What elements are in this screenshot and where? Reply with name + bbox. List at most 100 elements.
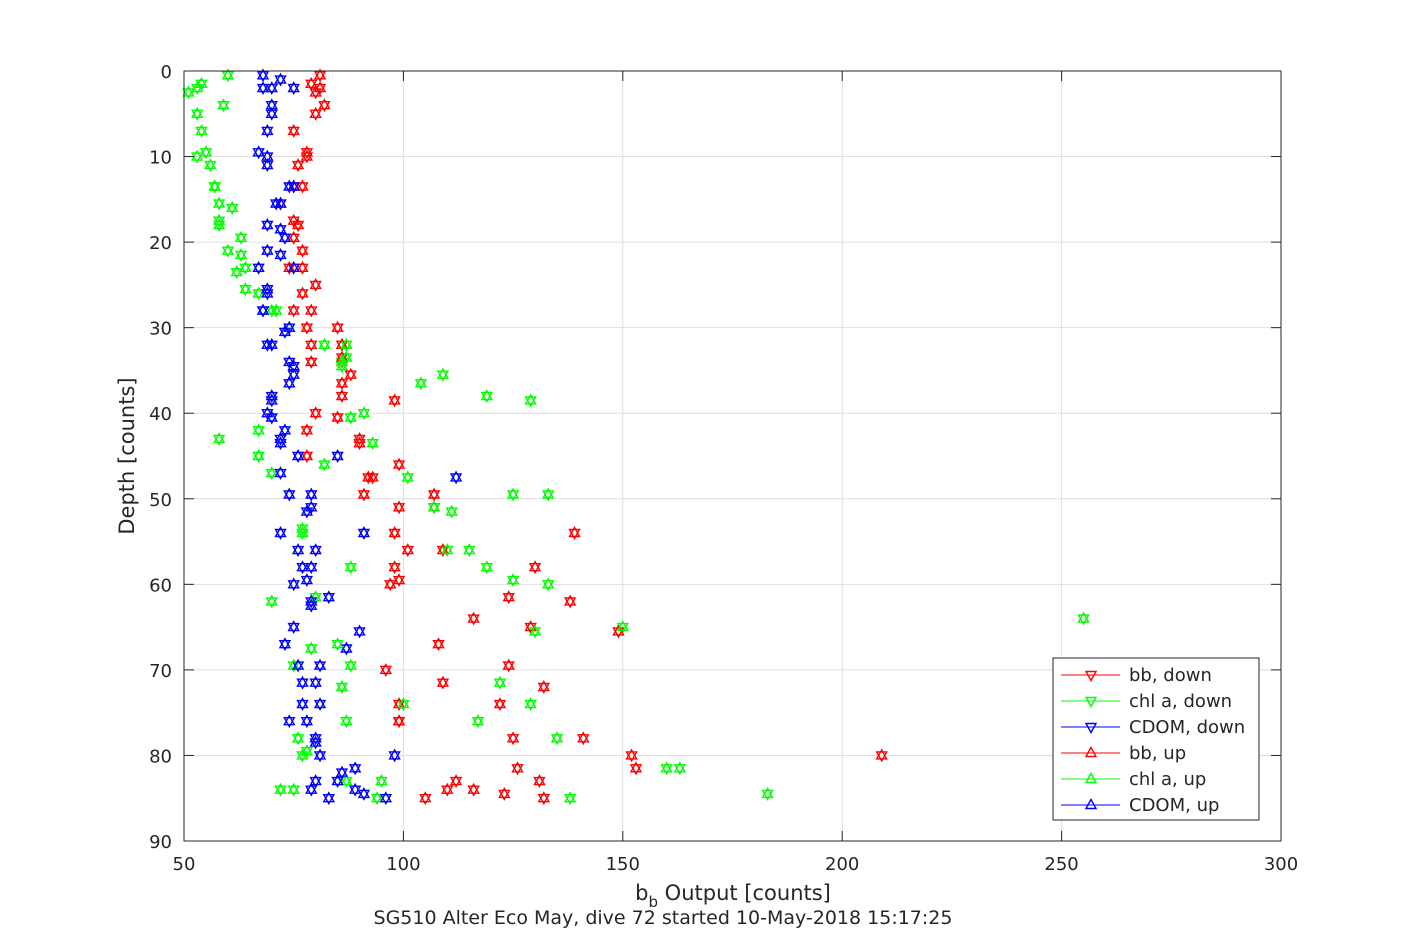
marker-cdom-down: [261, 152, 274, 164]
marker-cdom-up: [256, 81, 270, 93]
marker-bb-up: [436, 675, 450, 687]
marker-chl-a-down: [226, 203, 239, 215]
marker-cdom-up: [265, 393, 278, 405]
marker-cdom-up: [331, 449, 344, 461]
marker-chl-a-down: [269, 306, 283, 318]
marker-chl-a-down: [340, 340, 353, 352]
marker-cdom-up: [287, 620, 300, 632]
marker-cdom-up: [256, 303, 270, 315]
marker-cdom-down: [388, 751, 401, 763]
marker-chl-a-down: [524, 699, 537, 712]
marker-cdom-up: [261, 243, 274, 255]
marker-bb-down: [287, 233, 300, 245]
marker-bb-up: [432, 637, 445, 649]
marker-chl-a-up: [300, 744, 314, 756]
marker-chl-a-down: [370, 794, 384, 806]
marker-bb-down: [577, 734, 590, 746]
marker-chl-a-down: [436, 370, 450, 382]
marker-cdom-down: [278, 233, 292, 245]
marker-cdom-down: [353, 627, 366, 639]
marker-chl-a-up: [190, 106, 204, 118]
marker-bb-down: [300, 323, 314, 335]
marker-chl-a-down: [287, 785, 300, 797]
marker-chl-a-down: [331, 640, 344, 652]
marker-chl-a-down: [357, 409, 371, 421]
y-tick-label: 30: [149, 319, 172, 340]
marker-chl-a-up: [195, 76, 208, 89]
marker-bb-down: [467, 614, 480, 626]
marker-cdom-down: [265, 109, 278, 121]
marker-cdom-up: [335, 765, 349, 777]
x-tick-label: 100: [386, 854, 420, 875]
marker-cdom-up: [296, 560, 309, 572]
marker-bb-up: [563, 594, 577, 606]
marker-cdom-down: [348, 785, 362, 797]
marker-chl-a-up: [269, 303, 283, 315]
marker-cdom-up: [300, 504, 314, 516]
marker-chl-a-down: [265, 468, 278, 481]
marker-bb-down: [331, 413, 344, 425]
marker-cdom-up: [283, 320, 296, 332]
marker-chl-a-up: [265, 594, 278, 606]
marker-cdom-up: [252, 260, 265, 272]
marker-bb-up: [427, 487, 441, 499]
marker-bb-up: [305, 354, 318, 367]
marker-cdom-down: [261, 246, 274, 258]
marker-bb-up: [331, 320, 344, 332]
marker-chl-a-down: [234, 233, 248, 245]
marker-cdom-down: [274, 468, 287, 481]
marker-bb-up: [498, 787, 511, 799]
y-tick-label: 70: [149, 661, 172, 682]
x-tick-label: 300: [1264, 854, 1298, 875]
marker-chl-a-down: [506, 490, 520, 502]
marker-cdom-up: [252, 145, 265, 157]
marker-cdom-up: [348, 782, 362, 794]
marker-cdom-up: [305, 560, 318, 572]
marker-chl-a-up: [366, 436, 379, 448]
marker-cdom-down: [357, 528, 371, 540]
marker-bb-down: [388, 563, 401, 575]
marker-bb-up: [388, 393, 401, 405]
marker-bb-down: [296, 263, 309, 275]
marker-bb-down: [436, 678, 450, 690]
marker-bb-up: [419, 791, 432, 803]
marker-cdom-down: [287, 622, 300, 635]
marker-chl-a-up: [542, 577, 555, 589]
marker-cdom-up: [313, 697, 327, 709]
marker-chl-a-down: [344, 563, 357, 575]
marker-cdom-down: [309, 738, 322, 750]
marker-bb-up: [335, 389, 349, 401]
marker-bb-up: [344, 367, 357, 379]
legend-label: chl a, down: [1129, 691, 1232, 712]
marker-chl-a-up: [274, 782, 287, 794]
figure-caption: SG510 Alter Eco May, dive 72 started 10-…: [374, 907, 953, 929]
marker-chl-a-up: [291, 731, 305, 743]
marker-bb-down: [305, 306, 318, 318]
marker-chl-a-down: [463, 545, 476, 558]
marker-bb-up: [357, 487, 371, 499]
marker-chl-a-down: [182, 88, 195, 100]
marker-chl-a-down: [204, 160, 217, 173]
marker-cdom-up: [287, 179, 300, 191]
marker-cdom-up: [353, 624, 366, 636]
marker-bb-up: [287, 303, 300, 315]
marker-chl-a-down: [427, 503, 441, 515]
marker-bb-down: [625, 751, 638, 763]
marker-bb-up: [392, 500, 406, 512]
marker-bb-down: [309, 409, 322, 421]
marker-bb-down: [300, 426, 314, 438]
marker-chl-a-down: [441, 545, 454, 558]
marker-chl-a-up: [493, 675, 507, 687]
marker-cdom-up: [274, 222, 287, 234]
marker-bb-down: [291, 220, 305, 232]
x-axis-label-b: b: [635, 881, 648, 905]
marker-cdom-up: [291, 449, 305, 461]
marker-bb-up: [318, 98, 331, 110]
marker-cdom-down: [348, 764, 362, 776]
marker-bb-down: [568, 528, 581, 540]
marker-bb-up: [533, 774, 546, 786]
plot-frame: [183, 70, 1282, 842]
data-markers: [182, 68, 1090, 806]
marker-cdom-up: [278, 325, 292, 337]
marker-chl-a-up: [212, 213, 226, 225]
